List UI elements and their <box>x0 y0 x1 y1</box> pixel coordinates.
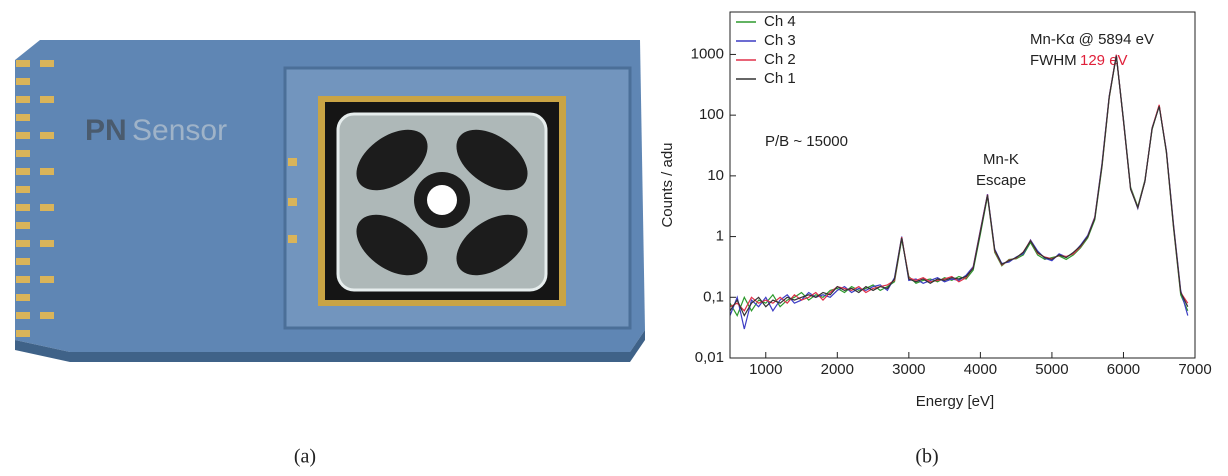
series-line <box>730 56 1188 316</box>
x-tick-label: 2000 <box>821 361 854 378</box>
series-line <box>730 55 1188 329</box>
legend-label: Ch 3 <box>764 32 796 49</box>
spectrum-chart: (b) Energy [eV] Counts / adu Mn-Kα @ 589… <box>659 12 1212 468</box>
figure: PN Sensor (a) (b) Energy [eV] Counts / a… <box>0 0 1228 476</box>
y-axis-title: Counts / adu <box>659 142 676 227</box>
brand: Sensor <box>132 114 227 147</box>
annotation: FWHM <box>1030 52 1077 69</box>
y-tick-label: 0,1 <box>703 288 724 305</box>
hole <box>427 185 457 215</box>
legend-label: Ch 1 <box>764 70 796 87</box>
annotation: 129 eV <box>1080 52 1128 69</box>
y-tick-label: 1 <box>716 228 724 245</box>
x-tick-label: 4000 <box>964 361 997 378</box>
x-tick-label: 5000 <box>1035 361 1068 378</box>
annotation: Mn-Kα @ 5894 eV <box>1030 31 1154 48</box>
legend-label: Ch 4 <box>764 13 796 30</box>
annotation: P/B ~ 15000 <box>765 133 848 150</box>
annotation: Escape <box>976 172 1026 189</box>
y-tick-label: 0,01 <box>695 349 724 366</box>
y-tick-label: 10 <box>707 167 724 184</box>
brand-bold: PN <box>85 114 127 147</box>
y-tick-label: 100 <box>699 106 724 123</box>
series-line <box>730 55 1188 311</box>
annotation: Mn-K <box>983 151 1019 168</box>
sensor-photo: PN Sensor (a) <box>15 40 645 468</box>
caption: (b) <box>915 446 938 468</box>
y-tick-label: 1000 <box>691 45 724 62</box>
page: PN Sensor (a) (b) Energy [eV] Counts / a… <box>0 0 1228 476</box>
x-tick-label: 7000 <box>1178 361 1211 378</box>
x-tick-label: 3000 <box>892 361 925 378</box>
x-tick-label: 1000 <box>749 361 782 378</box>
x-tick-label: 6000 <box>1107 361 1140 378</box>
legend-label: Ch 2 <box>764 51 796 68</box>
x-axis-title: Energy [eV] <box>916 393 994 410</box>
caption: (a) <box>294 446 316 468</box>
